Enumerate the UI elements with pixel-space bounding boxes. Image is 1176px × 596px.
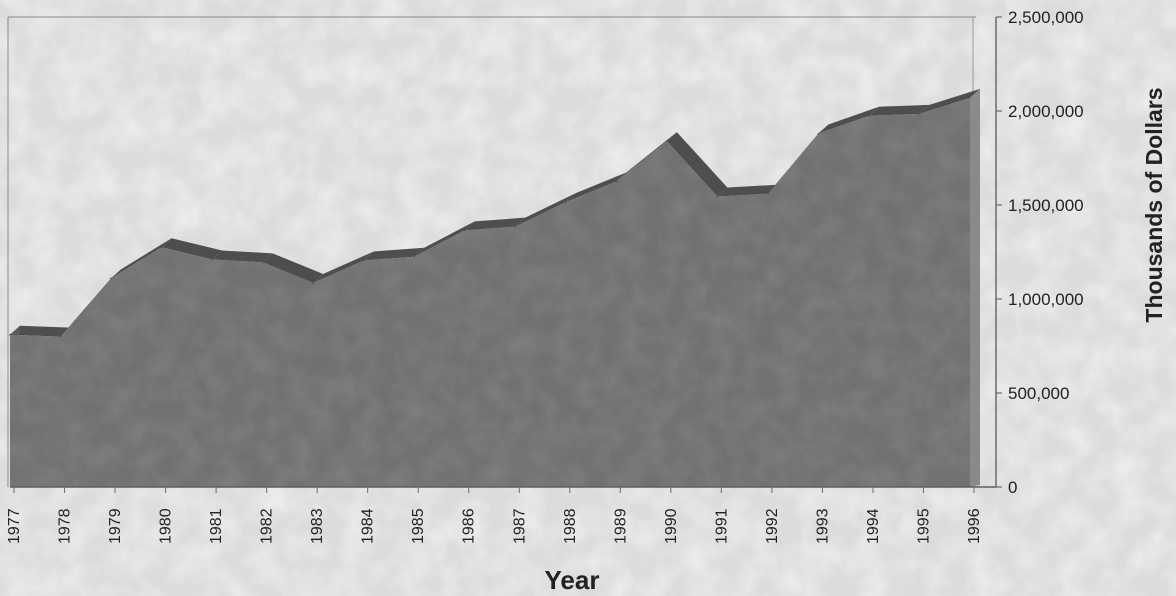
x-tick-label: 1994	[865, 508, 882, 544]
data-point	[413, 255, 416, 258]
y-axis: 0 500,000 1,000,000 1,500,000 2,000,000 2,500…	[995, 8, 1084, 497]
area-top-face	[10, 325, 71, 337]
area-top-face	[565, 172, 627, 203]
x-tick-label: 1992	[764, 508, 781, 544]
area-top-face	[414, 221, 475, 257]
data-point	[160, 246, 163, 249]
area-top-face	[515, 193, 576, 227]
x-tick-label: 1977	[6, 508, 23, 544]
x-tick-label: 1996	[966, 508, 983, 544]
x-tick-label: 1991	[713, 508, 730, 544]
y-tick-label: 0	[1008, 478, 1017, 497]
x-tick-label: 1980	[158, 508, 175, 544]
x-tick-label: 1993	[814, 508, 831, 544]
area-top-face	[161, 238, 223, 260]
area-top-face	[111, 238, 172, 279]
data-point	[59, 335, 62, 338]
x-axis: 1977 1978 1979 1980 1981 1982 1983 1984 1985 1986…	[6, 487, 983, 544]
area-top-face	[212, 250, 273, 263]
x-tick-label: 1984	[360, 508, 377, 544]
data-point	[261, 261, 264, 264]
plot-frame	[7, 16, 976, 487]
data-point	[9, 333, 11, 336]
x-tick-label: 1986	[461, 508, 478, 544]
area-top-face	[818, 106, 879, 134]
data-point	[564, 201, 567, 203]
x-tick-label: 1989	[612, 508, 629, 544]
data-point	[312, 282, 314, 284]
y-tick-label: 2,500,000	[1008, 8, 1084, 27]
area-top-face	[262, 253, 324, 284]
area-top-face	[868, 104, 930, 116]
y-tick-label: 1,500,000	[1008, 196, 1084, 215]
x-tick-label: 1987	[511, 508, 528, 544]
x-tick-label: 1982	[259, 508, 276, 544]
y-tick-label: 1,000,000	[1008, 290, 1084, 309]
area-top-face	[464, 217, 526, 231]
data-point	[767, 192, 769, 195]
area-top-face	[919, 88, 980, 114]
x-tick-label: 1988	[562, 508, 579, 544]
data-point	[918, 113, 921, 115]
data-point	[868, 114, 870, 117]
data-point	[463, 229, 466, 232]
y-tick-label: 500,000	[1008, 384, 1069, 403]
x-tick-label: 1990	[663, 508, 680, 544]
data-point	[615, 180, 618, 183]
area-top-face	[717, 184, 778, 197]
x-tick-label: 1981	[208, 508, 225, 544]
data-point	[110, 277, 112, 280]
area-end-face	[970, 88, 980, 487]
data-point	[362, 259, 365, 262]
data-point	[666, 140, 668, 142]
area-top-face	[313, 251, 374, 284]
y-tick-label: 2,000,000	[1008, 102, 1084, 121]
data-point	[211, 258, 213, 261]
x-axis-title: Year	[545, 565, 600, 595]
area-top-face	[666, 132, 728, 197]
y-axis-title: Thousands of Dollars	[1141, 87, 1167, 322]
x-tick-label: 1978	[57, 508, 74, 544]
x-tick-label: 1983	[309, 508, 326, 544]
data-point	[716, 195, 719, 198]
data-point	[817, 132, 820, 135]
x-tick-label: 1979	[107, 508, 124, 544]
x-tick-label: 1995	[915, 508, 932, 544]
x-tick-label: 1985	[410, 508, 427, 544]
area-top-face	[363, 247, 425, 261]
data-point	[514, 225, 517, 228]
area-top-face	[616, 132, 677, 182]
